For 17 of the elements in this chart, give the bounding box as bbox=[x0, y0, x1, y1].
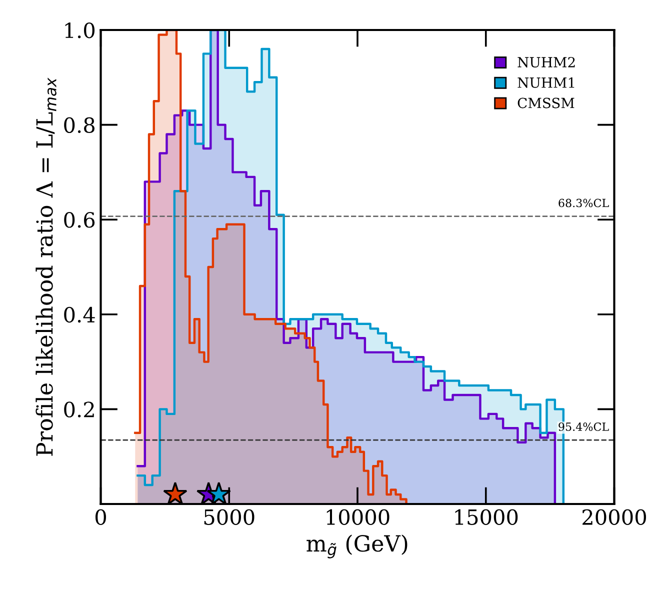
y-tick-label: 0.4 bbox=[64, 306, 95, 323]
x-tick-label: 0 bbox=[95, 509, 106, 525]
legend-label: NUHM1 bbox=[518, 77, 574, 88]
legend-label: CMSSM bbox=[518, 98, 574, 108]
x-tick-label: 20000 bbox=[582, 509, 646, 525]
ref-line-label: 68.3%CL bbox=[558, 198, 609, 208]
y-tick-label: 0.2 bbox=[64, 402, 94, 418]
ref-line-label: 95.4%CL bbox=[558, 422, 609, 431]
y-tick-label: 1.0 bbox=[65, 22, 95, 38]
y-tick-label: 0.6 bbox=[64, 212, 95, 228]
x-tick-label: 15000 bbox=[455, 509, 518, 525]
x-axis-title: m$_{g̃}$ (GeV) bbox=[306, 534, 408, 558]
legend-label: NUHM2 bbox=[518, 56, 575, 68]
x-tick-label: 5000 bbox=[204, 509, 254, 525]
y-tick-label: 0.8 bbox=[64, 117, 94, 134]
y-axis-title: Profile likelihood ratio Λ = L/L$_{max}$ bbox=[36, 78, 56, 456]
x-tick-label: 10000 bbox=[326, 509, 390, 525]
